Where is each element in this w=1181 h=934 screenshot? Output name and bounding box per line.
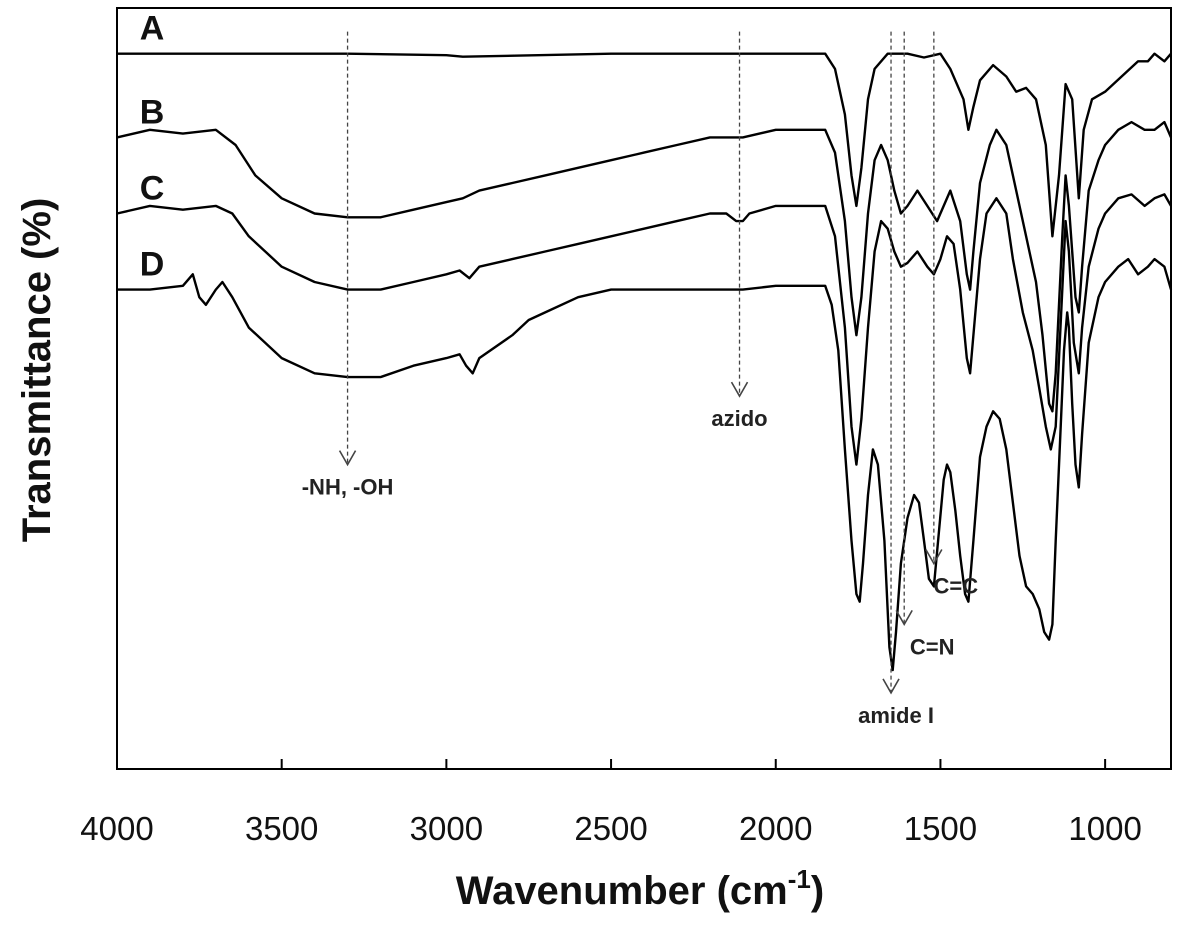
trace-label-a: A	[140, 10, 165, 48]
x-tick-label: 3500	[245, 810, 318, 847]
x-tick-label: 1000	[1068, 810, 1141, 847]
x-tick-label: 3000	[410, 810, 483, 847]
annotation-label: C=C	[934, 574, 979, 599]
x-axis-title: Wavenumber (cm-1)	[456, 864, 824, 913]
annotation-label: -NH, -OH	[302, 475, 394, 500]
x-tick-label: 2500	[574, 810, 647, 847]
series-line-b	[116, 120, 1173, 413]
annotation-arrowhead	[925, 549, 943, 566]
trace-labels: A BC D	[140, 10, 165, 284]
band-annotations: -NH, -OH azido C=C C=N amide I	[302, 31, 979, 728]
x-tick-label: 4000	[80, 810, 153, 847]
x-tick-label: 1500	[904, 810, 977, 847]
annotation-arrowhead	[338, 450, 357, 467]
trace-label-d: D	[140, 246, 165, 284]
y-axis-title: Transmittance (%)	[15, 198, 59, 543]
annotation-label: amide I	[858, 703, 934, 728]
x-tick-label: 2000	[739, 810, 812, 847]
trace-label-c: C	[140, 169, 165, 207]
x-axis-ticks: 4000 3500 3000 2500 2000 1500 1000	[80, 759, 1142, 847]
series-line-a	[117, 52, 1172, 238]
annotation-label: azido	[711, 406, 767, 431]
annotation-arrowhead	[730, 381, 749, 398]
series-line-c	[116, 193, 1173, 466]
plot-frame	[116, 7, 1172, 770]
series-line-d	[117, 257, 1173, 672]
annotation-arrowhead	[882, 678, 900, 695]
trace-label-b: B	[140, 93, 165, 131]
annotation-arrowhead	[895, 610, 913, 627]
spectra-traces	[116, 52, 1173, 672]
annotation-label: C=N	[910, 634, 955, 659]
